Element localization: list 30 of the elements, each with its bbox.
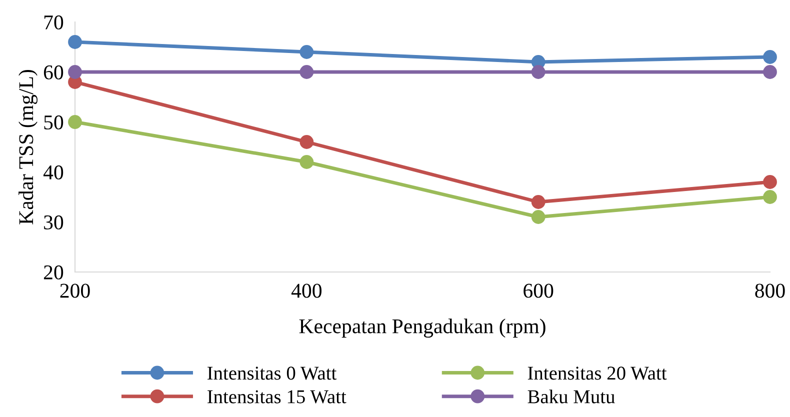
point	[300, 65, 314, 79]
legend-label: Intensitas 15 Watt	[208, 390, 346, 404]
y-tick-label: 70	[44, 15, 64, 30]
x-tick-label: 200	[60, 284, 90, 298]
point	[68, 65, 82, 79]
legend-label: Baku Mutu	[528, 390, 615, 404]
y-tick-label: 30	[44, 215, 64, 230]
x-tick-label: 600	[524, 284, 554, 298]
y-tick-label: 60	[44, 65, 64, 80]
legend-label: Intensitas 20 Watt	[528, 366, 667, 380]
point	[300, 135, 314, 149]
y-axis-title: Kadar TSS (mg/L)	[18, 70, 38, 224]
point	[531, 65, 546, 79]
point	[763, 175, 777, 189]
x-tick-label: 800	[755, 284, 785, 298]
point	[763, 65, 777, 79]
point	[531, 195, 546, 209]
point	[763, 50, 777, 64]
point	[68, 115, 82, 129]
y-tick-label: 50	[44, 115, 64, 130]
legend-label: Intensitas 0 Watt	[208, 366, 337, 380]
point	[68, 35, 82, 49]
y-tick-label: 20	[44, 265, 64, 280]
point	[531, 210, 546, 224]
x-axis-title: Kecepatan Pengadukan (rpm)	[299, 318, 546, 338]
point	[763, 190, 777, 204]
point	[300, 155, 314, 169]
x-tick-label: 400	[291, 284, 322, 298]
y-tick-label: 40	[43, 165, 64, 180]
point	[300, 45, 314, 59]
